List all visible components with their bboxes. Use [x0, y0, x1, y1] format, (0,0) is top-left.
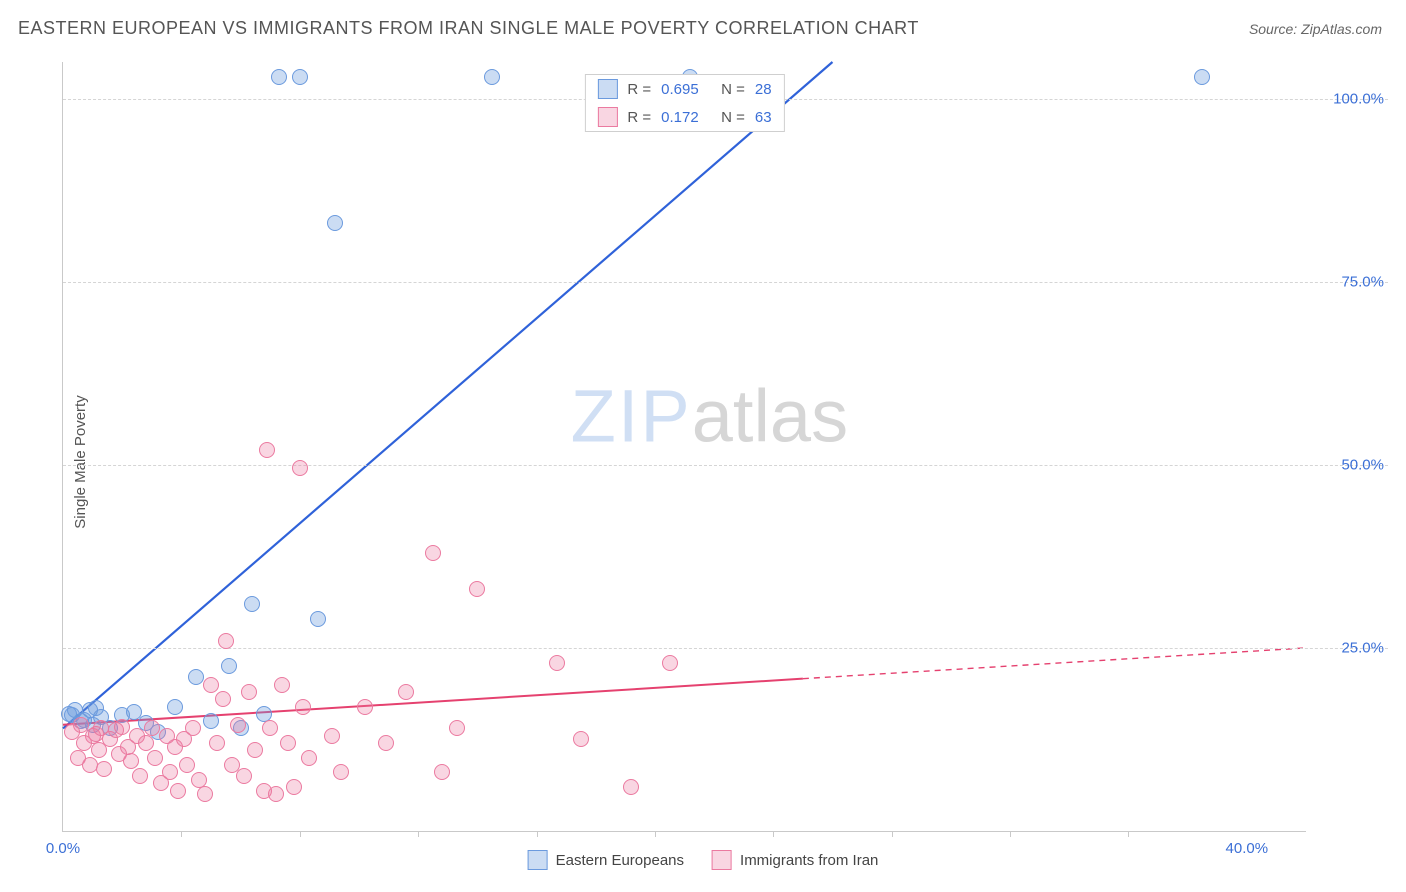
x-tick-mark	[1128, 831, 1129, 837]
data-point	[236, 768, 252, 784]
data-point	[197, 786, 213, 802]
data-point	[132, 768, 148, 784]
data-point	[203, 677, 219, 693]
source-attribution: Source: ZipAtlas.com	[1249, 21, 1382, 37]
data-point	[230, 717, 246, 733]
legend-item: Immigrants from Iran	[712, 850, 878, 870]
series-legend: Eastern Europeans Immigrants from Iran	[528, 850, 879, 870]
plot-area: ZIPatlas R =0.695N =28R =0.172N =63 25.0…	[62, 62, 1306, 832]
legend-swatch	[712, 850, 732, 870]
legend-label: Eastern Europeans	[556, 852, 684, 869]
data-point	[123, 753, 139, 769]
data-point	[469, 581, 485, 597]
data-point	[88, 700, 104, 716]
data-point	[271, 69, 287, 85]
data-point	[82, 757, 98, 773]
y-tick-label: 100.0%	[1312, 90, 1384, 107]
legend-item: Eastern Europeans	[528, 850, 684, 870]
data-point	[218, 633, 234, 649]
x-tick-label: 0.0%	[46, 840, 80, 857]
data-point	[179, 757, 195, 773]
data-point	[274, 677, 290, 693]
data-point	[259, 442, 275, 458]
data-point	[398, 684, 414, 700]
data-point	[215, 691, 231, 707]
data-point	[147, 750, 163, 766]
x-tick-mark	[1010, 831, 1011, 837]
data-point	[138, 735, 154, 751]
x-tick-label: 40.0%	[1226, 840, 1269, 857]
chart-container: Single Male Poverty ZIPatlas R =0.695N =…	[18, 50, 1388, 874]
data-point	[573, 731, 589, 747]
data-point	[262, 720, 278, 736]
data-point	[73, 717, 89, 733]
x-tick-mark	[892, 831, 893, 837]
data-point	[357, 699, 373, 715]
data-point	[144, 720, 160, 736]
data-point	[549, 655, 565, 671]
watermark: ZIPatlas	[571, 373, 848, 458]
data-point	[295, 699, 311, 715]
data-point	[88, 726, 104, 742]
data-point	[244, 596, 260, 612]
legend-swatch	[597, 107, 617, 127]
data-point	[247, 742, 263, 758]
y-tick-label: 25.0%	[1312, 639, 1384, 656]
data-point	[167, 699, 183, 715]
data-point	[209, 735, 225, 751]
x-tick-mark	[773, 831, 774, 837]
data-point	[203, 713, 219, 729]
data-point	[188, 669, 204, 685]
gridline	[63, 648, 1388, 649]
data-point	[310, 611, 326, 627]
y-tick-label: 50.0%	[1312, 456, 1384, 473]
trend-lines	[63, 62, 1306, 831]
data-point	[241, 684, 257, 700]
legend-swatch	[528, 850, 548, 870]
data-point	[623, 779, 639, 795]
data-point	[333, 764, 349, 780]
x-tick-mark	[655, 831, 656, 837]
data-point	[162, 764, 178, 780]
legend-row: R =0.695N =28	[585, 75, 783, 103]
data-point	[1194, 69, 1210, 85]
chart-title: EASTERN EUROPEAN VS IMMIGRANTS FROM IRAN…	[18, 18, 919, 39]
data-point	[191, 772, 207, 788]
correlation-legend: R =0.695N =28R =0.172N =63	[584, 74, 784, 132]
data-point	[170, 783, 186, 799]
legend-swatch	[597, 79, 617, 99]
gridline	[63, 282, 1388, 283]
data-point	[484, 69, 500, 85]
legend-label: Immigrants from Iran	[740, 852, 878, 869]
data-point	[292, 460, 308, 476]
data-point	[292, 69, 308, 85]
data-point	[256, 706, 272, 722]
data-point	[327, 215, 343, 231]
gridline	[63, 465, 1388, 466]
data-point	[378, 735, 394, 751]
data-point	[96, 761, 112, 777]
data-point	[221, 658, 237, 674]
x-tick-mark	[418, 831, 419, 837]
data-point	[449, 720, 465, 736]
data-point	[286, 779, 302, 795]
data-point	[114, 719, 130, 735]
data-point	[662, 655, 678, 671]
x-tick-mark	[537, 831, 538, 837]
data-point	[301, 750, 317, 766]
data-point	[434, 764, 450, 780]
y-tick-label: 75.0%	[1312, 273, 1384, 290]
data-point	[280, 735, 296, 751]
legend-row: R =0.172N =63	[585, 103, 783, 131]
data-point	[425, 545, 441, 561]
data-point	[185, 720, 201, 736]
x-tick-mark	[181, 831, 182, 837]
data-point	[324, 728, 340, 744]
data-point	[268, 786, 284, 802]
x-tick-mark	[300, 831, 301, 837]
